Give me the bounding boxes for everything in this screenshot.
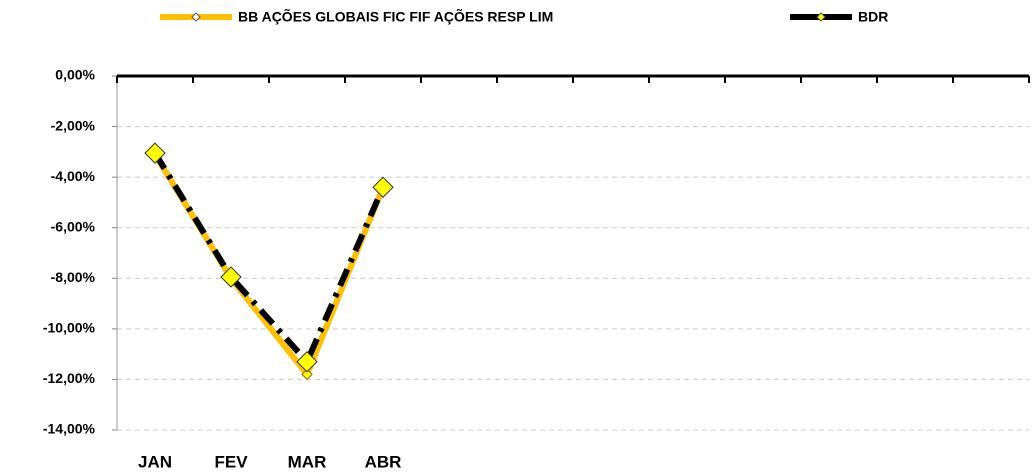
legend-label: BB AÇÕES GLOBAIS FIC FIF AÇÕES RESP LIM <box>238 8 553 25</box>
x-tick-label: JAN <box>138 452 172 471</box>
legend-label: BDR <box>858 9 888 25</box>
y-tick-label: -12,00% <box>43 370 96 386</box>
x-tick-label: MAR <box>288 452 327 471</box>
series-line <box>152 151 386 365</box>
legend-marker <box>191 12 201 22</box>
point-marker <box>220 266 242 288</box>
series-line <box>152 152 386 378</box>
point-marker <box>301 368 313 381</box>
y-tick-label: -2,00% <box>51 117 96 133</box>
x-tick-label: FEV <box>214 452 248 471</box>
point-marker <box>296 351 318 373</box>
y-tick-label: -14,00% <box>43 421 96 437</box>
legend-marker <box>816 12 826 22</box>
x-tick-label: ABR <box>365 452 402 471</box>
point-marker <box>372 176 394 198</box>
y-tick-label: -10,00% <box>43 320 96 336</box>
y-tick-label: -8,00% <box>51 269 96 285</box>
y-tick-label: 0,00% <box>55 67 95 83</box>
y-tick-label: -6,00% <box>51 218 96 234</box>
y-tick-label: -4,00% <box>51 168 96 184</box>
point-marker <box>144 142 166 164</box>
